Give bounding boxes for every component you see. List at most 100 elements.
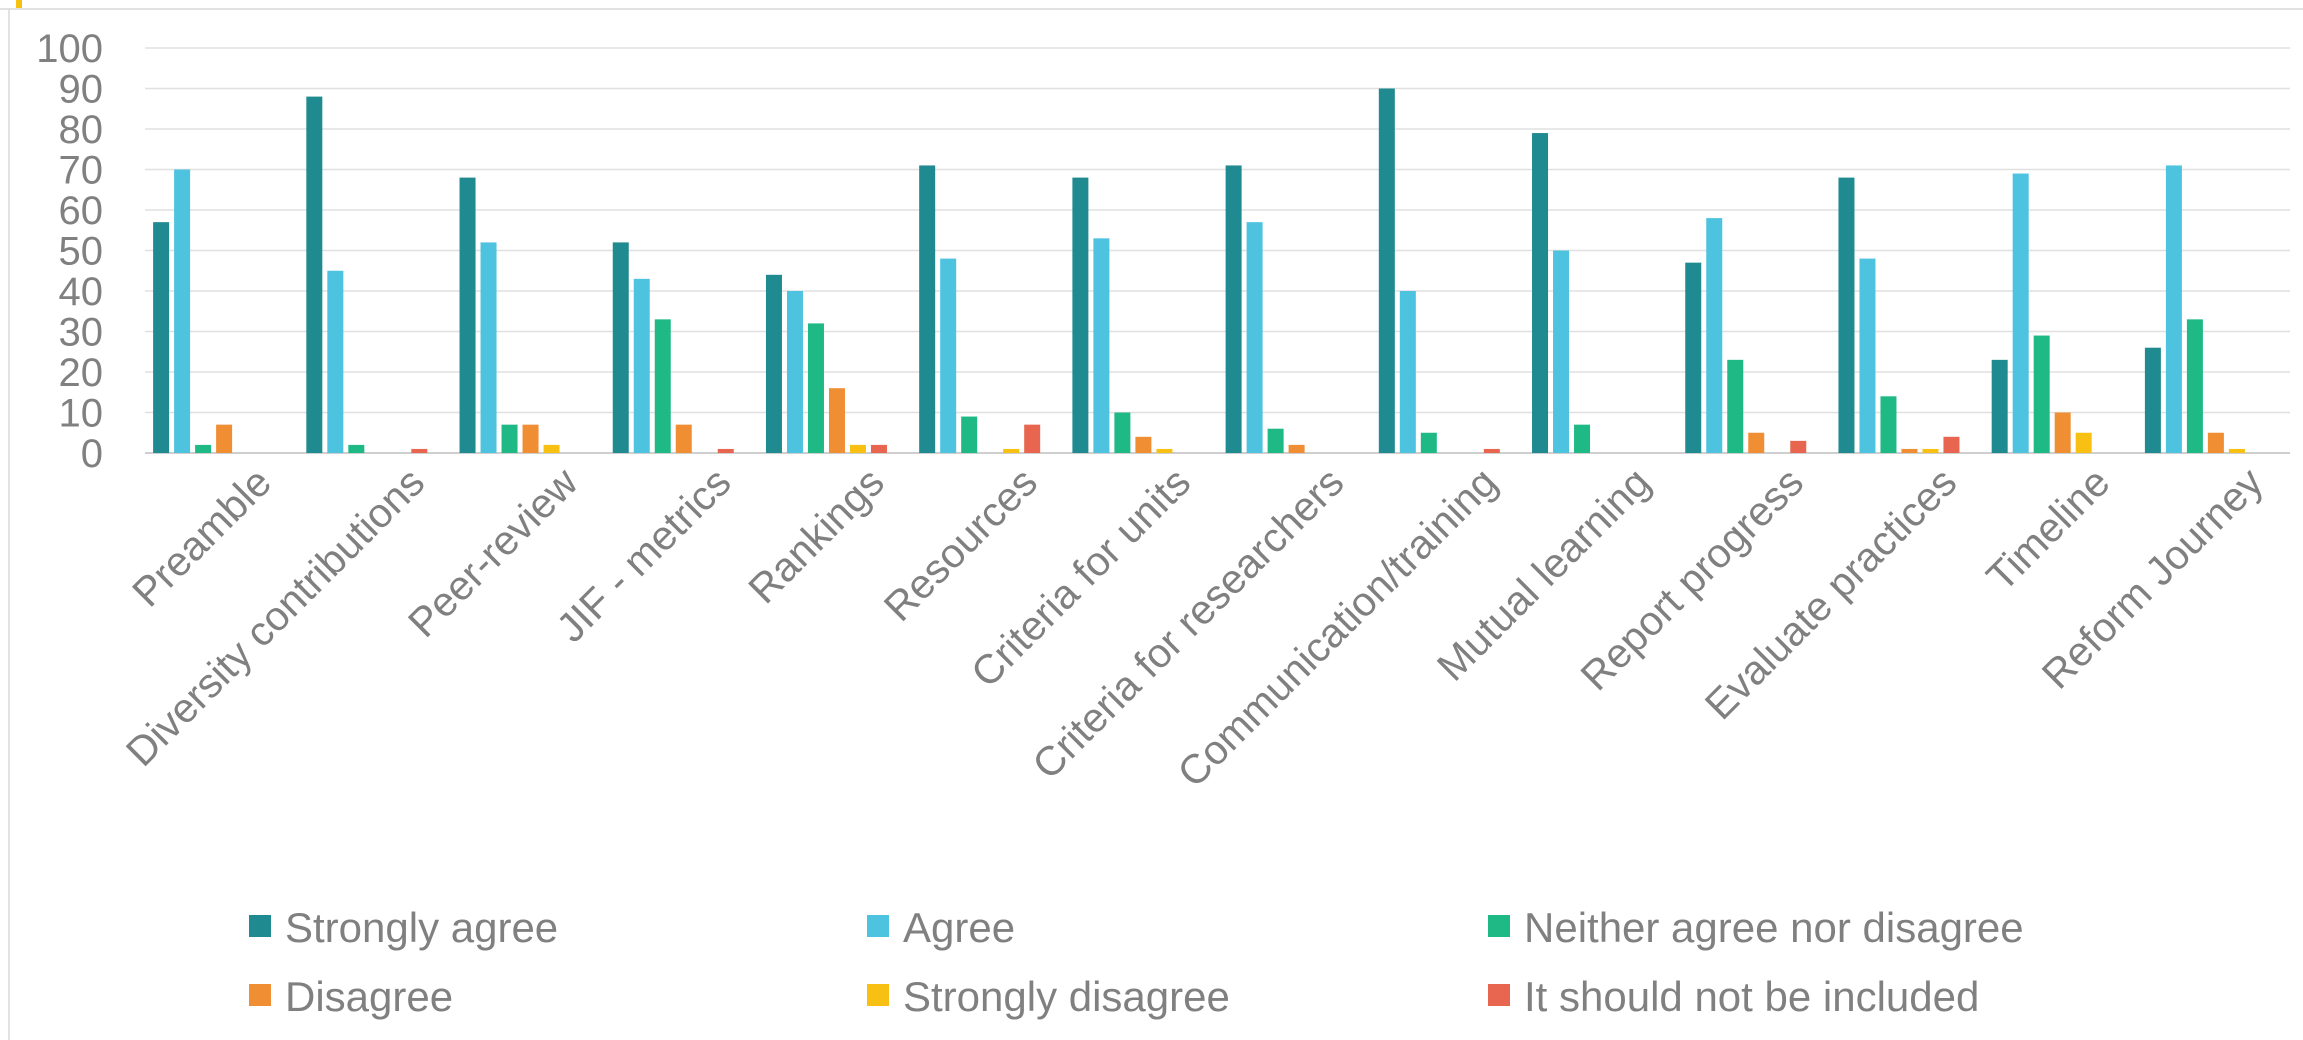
bar-peer-review-disagree (522, 424, 539, 453)
bar-diversity-contributions-strongly-agree (306, 96, 323, 453)
bar-timeline-strongly-disagree (2075, 432, 2092, 453)
bar-report-progress-it-should-not-be-included (1790, 440, 1807, 453)
x-tick-label-preamble: Preamble (123, 459, 280, 616)
x-tick-label-communication-training: Communication/training (1169, 459, 1506, 796)
bar-communication-training-neither-agree-nor-disagree (1420, 432, 1437, 453)
bar-resources-agree (940, 258, 957, 453)
bar-diversity-contributions-it-should-not-be-included (411, 448, 428, 453)
bar-rankings-agree (786, 291, 803, 453)
bar-criteria-for-units-disagree (1135, 436, 1152, 453)
bar-jif-metrics-disagree (675, 424, 692, 453)
x-tick-label-evaluate-practices: Evaluate practices (1696, 459, 1965, 728)
bar-criteria-for-researchers-disagree (1288, 444, 1305, 453)
legend-swatch-disagree (249, 984, 271, 1006)
bar-preamble-disagree (216, 424, 233, 453)
bar-report-progress-disagree (1748, 432, 1765, 453)
legend-swatch-strongly-agree (249, 915, 271, 937)
y-tick-label: 90 (59, 68, 104, 112)
bar-preamble-neither-agree-nor-disagree (195, 444, 212, 453)
legend: Strongly agree Agree Neither agree nor dis… (249, 904, 2024, 1020)
bar-rankings-disagree (828, 388, 845, 453)
bar-evaluate-practices-agree (1859, 258, 1876, 453)
bar-criteria-for-units-neither-agree-nor-disagree (1114, 412, 1131, 453)
y-tick-label: 80 (59, 108, 104, 152)
bar-mutual-learning-neither-agree-nor-disagree (1574, 424, 1591, 453)
legend-label-disagree: Disagree (285, 973, 453, 1020)
bar-diversity-contributions-neither-agree-nor-disagree (348, 444, 365, 453)
y-tick-label: 10 (59, 392, 104, 436)
legend-swatch-strongly-disagree (867, 984, 889, 1006)
bar-communication-training-strongly-agree (1378, 88, 1395, 453)
bar-peer-review-agree (480, 242, 497, 453)
bar-timeline-agree (2012, 173, 2029, 454)
bar-timeline-disagree (2054, 412, 2071, 453)
bar-resources-neither-agree-nor-disagree (961, 416, 978, 453)
bar-rankings-neither-agree-nor-disagree (807, 323, 824, 453)
legend-swatch-it-should-not-be-included (1488, 984, 1510, 1006)
bar-preamble-strongly-agree (153, 222, 170, 453)
bar-report-progress-neither-agree-nor-disagree (1727, 359, 1744, 453)
legend-label-agree: Agree (903, 904, 1015, 951)
legend-label-neither-agree-nor-disagree: Neither agree nor disagree (1524, 904, 2024, 951)
bar-criteria-for-researchers-agree (1246, 222, 1263, 453)
bar-evaluate-practices-disagree (1901, 448, 1918, 453)
bar-rankings-strongly-agree (765, 274, 782, 453)
y-tick-label: 100 (36, 27, 103, 71)
bar-mutual-learning-strongly-agree (1532, 133, 1549, 454)
legend-label-strongly-agree: Strongly agree (285, 904, 558, 951)
bar-jif-metrics-agree (633, 278, 650, 453)
bar-jif-metrics-neither-agree-nor-disagree (654, 319, 671, 453)
bar-criteria-for-units-strongly-disagree (1156, 448, 1173, 453)
bar-report-progress-strongly-agree (1685, 262, 1702, 453)
bar-diversity-contributions-agree (327, 270, 344, 453)
bar-rankings-it-should-not-be-included (870, 444, 887, 453)
bar-resources-strongly-agree (919, 165, 936, 453)
bar-criteria-for-researchers-strongly-agree (1225, 165, 1242, 453)
legend-swatch-agree (867, 915, 889, 937)
x-tick-label-timeline: Timeline (1978, 459, 2119, 600)
bar-communication-training-agree (1399, 291, 1416, 453)
x-tick-label-diversity-contributions: Diversity contributions (117, 459, 433, 775)
bar-timeline-strongly-agree (1991, 359, 2008, 453)
bar-peer-review-strongly-agree (459, 177, 476, 453)
bar-mutual-learning-agree (1553, 250, 1570, 453)
y-tick-label: 30 (59, 311, 104, 355)
bar-timeline-neither-agree-nor-disagree (2033, 335, 2050, 453)
bar-report-progress-agree (1706, 218, 1723, 453)
bar-preamble-agree (174, 169, 191, 453)
bar-criteria-for-researchers-neither-agree-nor-disagree (1267, 428, 1284, 453)
bar-evaluate-practices-strongly-agree (1838, 177, 1855, 453)
bar-resources-strongly-disagree (1003, 448, 1020, 453)
bar-peer-review-neither-agree-nor-disagree (501, 424, 518, 453)
x-tick-label-criteria-for-researchers: Criteria for researchers (1024, 459, 1353, 788)
legend-swatch-neither-agree-nor-disagree (1488, 915, 1510, 937)
y-tick-label: 0 (81, 432, 103, 476)
bar-reform-journey-strongly-agree (2144, 347, 2161, 453)
legend-label-strongly-disagree: Strongly disagree (903, 973, 1230, 1020)
bar-peer-review-strongly-disagree (543, 444, 560, 453)
bar-evaluate-practices-neither-agree-nor-disagree (1880, 396, 1897, 453)
y-tick-label: 50 (59, 230, 104, 274)
bars (153, 88, 2245, 454)
bar-reform-journey-neither-agree-nor-disagree (2186, 319, 2203, 453)
y-tick-label: 40 (59, 270, 104, 314)
corner-marker (16, 0, 22, 8)
bar-resources-it-should-not-be-included (1024, 424, 1041, 453)
bar-criteria-for-units-strongly-agree (1072, 177, 1089, 453)
bar-rankings-strongly-disagree (849, 444, 866, 453)
y-tick-label: 20 (59, 351, 104, 395)
bar-communication-training-it-should-not-be-included (1483, 448, 1500, 453)
bar-reform-journey-agree (2165, 165, 2182, 453)
bar-jif-metrics-it-should-not-be-included (717, 448, 734, 453)
bar-reform-journey-disagree (2207, 432, 2224, 453)
legend-label-it-should-not-be-included: It should not be included (1524, 973, 1979, 1020)
y-tick-label: 60 (59, 189, 104, 233)
bar-evaluate-practices-it-should-not-be-included (1943, 436, 1960, 453)
bar-criteria-for-units-agree (1093, 238, 1110, 453)
bar-jif-metrics-strongly-agree (612, 242, 629, 453)
bar-reform-journey-strongly-disagree (2228, 448, 2245, 453)
